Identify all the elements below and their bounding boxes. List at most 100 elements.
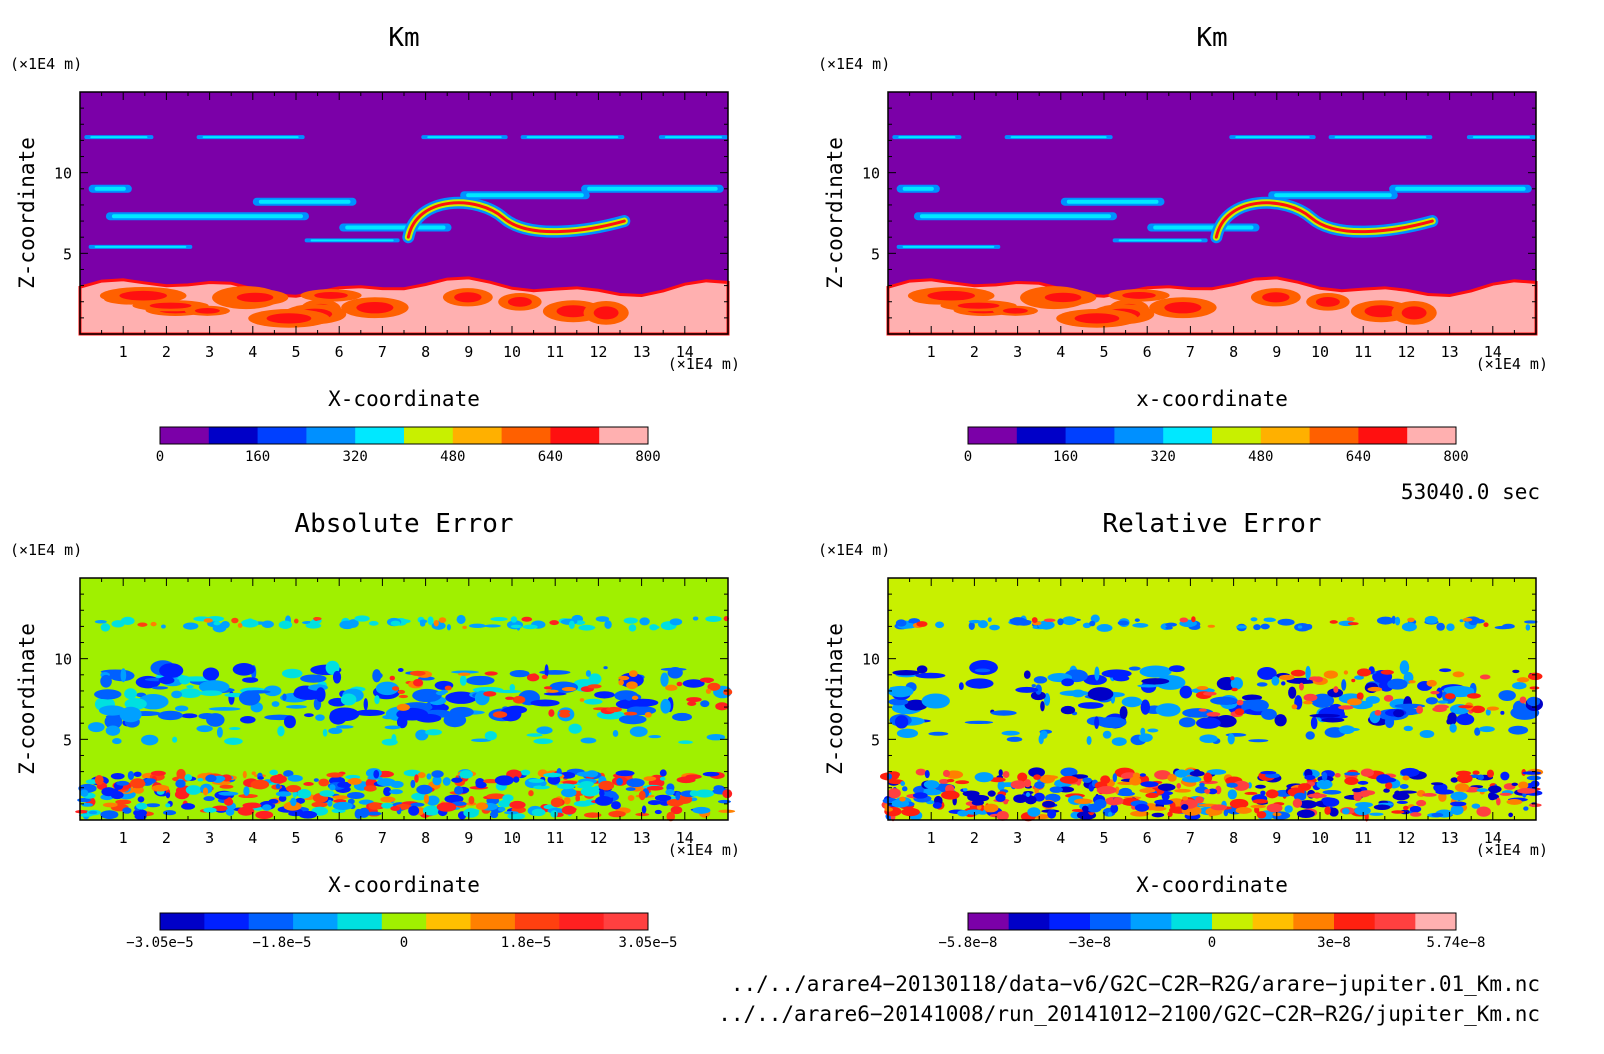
high-km-core <box>1074 313 1120 324</box>
error-blob <box>1244 791 1258 795</box>
error-blob <box>628 624 637 632</box>
error-blob <box>1439 668 1452 673</box>
error-blob <box>955 780 970 785</box>
chart-title: Relative Error <box>1102 509 1321 539</box>
error-blob <box>1229 798 1249 809</box>
error-blob <box>329 784 336 791</box>
error-blob <box>1485 708 1491 716</box>
error-blob <box>275 791 292 797</box>
error-blob <box>499 706 522 722</box>
error-blob <box>384 725 401 730</box>
error-blob <box>1408 680 1416 684</box>
colorbar-swatch <box>381 913 427 930</box>
x-tick-label: 2 <box>162 343 171 361</box>
error-blob <box>216 726 223 738</box>
chart-title: Km <box>1196 23 1227 53</box>
error-blob <box>669 618 683 626</box>
error-blob <box>1519 696 1527 704</box>
error-blob <box>896 728 919 738</box>
error-blob <box>635 812 650 817</box>
error-blob <box>1062 616 1078 626</box>
error-blob <box>1447 712 1458 726</box>
error-blob <box>329 707 360 722</box>
error-blob <box>1419 729 1435 739</box>
error-blob <box>286 785 302 793</box>
km-streak-core <box>664 136 722 139</box>
error-blob <box>1013 794 1028 803</box>
colorbar-swatch <box>1090 913 1132 930</box>
error-blob <box>660 672 669 687</box>
error-blob <box>921 693 950 709</box>
x-tick-label: 9 <box>1272 343 1281 361</box>
error-blob <box>1235 806 1252 814</box>
error-blob <box>1263 617 1276 623</box>
error-blob <box>1147 728 1159 733</box>
error-blob <box>580 737 597 744</box>
error-blob <box>483 778 498 783</box>
error-blob <box>172 736 178 743</box>
error-blob <box>510 616 518 623</box>
error-blob <box>660 698 671 714</box>
error-blob <box>561 805 577 815</box>
error-blob <box>1356 668 1372 677</box>
x-tick-label: 3 <box>1013 343 1022 361</box>
error-blob <box>1327 688 1344 698</box>
error-blob <box>119 706 142 723</box>
error-blob <box>1199 734 1218 744</box>
colorbar-swatch <box>550 427 600 444</box>
error-blob <box>1087 803 1102 813</box>
error-blob <box>300 674 327 683</box>
error-blob <box>410 779 416 789</box>
error-blob <box>146 803 161 808</box>
error-blob <box>1402 775 1410 781</box>
error-blob <box>602 790 618 798</box>
error-blob <box>502 794 514 802</box>
error-blob <box>1024 795 1037 805</box>
error-blob <box>977 620 988 629</box>
error-blob <box>1525 624 1531 631</box>
colorbar-frame <box>159 912 649 931</box>
error-blob <box>1399 660 1410 675</box>
colorbar-swatch <box>204 913 250 930</box>
error-blob <box>1305 665 1311 681</box>
error-blob <box>974 668 991 673</box>
error-blob <box>1354 675 1364 680</box>
error-blob <box>1303 700 1313 705</box>
error-blob <box>1466 693 1481 699</box>
error-blob <box>530 699 560 707</box>
error-blob <box>1210 804 1228 811</box>
colorbar-swatch <box>160 427 210 444</box>
km-streak-core <box>94 186 126 191</box>
error-blob <box>1255 784 1266 789</box>
error-blob <box>718 809 736 813</box>
error-blob <box>557 783 575 790</box>
error-blob <box>1089 620 1096 627</box>
error-blob <box>431 770 444 778</box>
error-blob <box>475 781 487 789</box>
error-blob <box>205 774 217 783</box>
error-blob <box>888 779 904 785</box>
file-path-2: ../../arare6−20141008/run_20141012−2100/… <box>718 1002 1540 1026</box>
y-axis-label: Z-coordinate <box>15 623 39 775</box>
y-tick-label: 5 <box>871 731 880 749</box>
km-streak-core <box>1395 186 1526 191</box>
error-blob <box>1181 803 1189 811</box>
error-blob <box>1193 769 1201 777</box>
error-blob <box>568 620 575 629</box>
error-blob <box>595 616 610 622</box>
error-blob <box>1271 676 1280 686</box>
error-blob <box>389 675 395 681</box>
error-blob <box>87 722 105 733</box>
error-blob <box>702 771 720 777</box>
error-blob <box>699 677 715 683</box>
error-blob <box>608 810 626 818</box>
error-blob <box>81 802 94 807</box>
error-blob <box>374 695 380 705</box>
error-blob <box>199 690 223 696</box>
error-blob <box>541 674 548 680</box>
error-blob <box>1391 810 1405 814</box>
error-blob <box>533 785 550 790</box>
error-blob <box>94 620 107 624</box>
error-blob <box>1206 711 1221 717</box>
high-km-core <box>454 292 482 303</box>
